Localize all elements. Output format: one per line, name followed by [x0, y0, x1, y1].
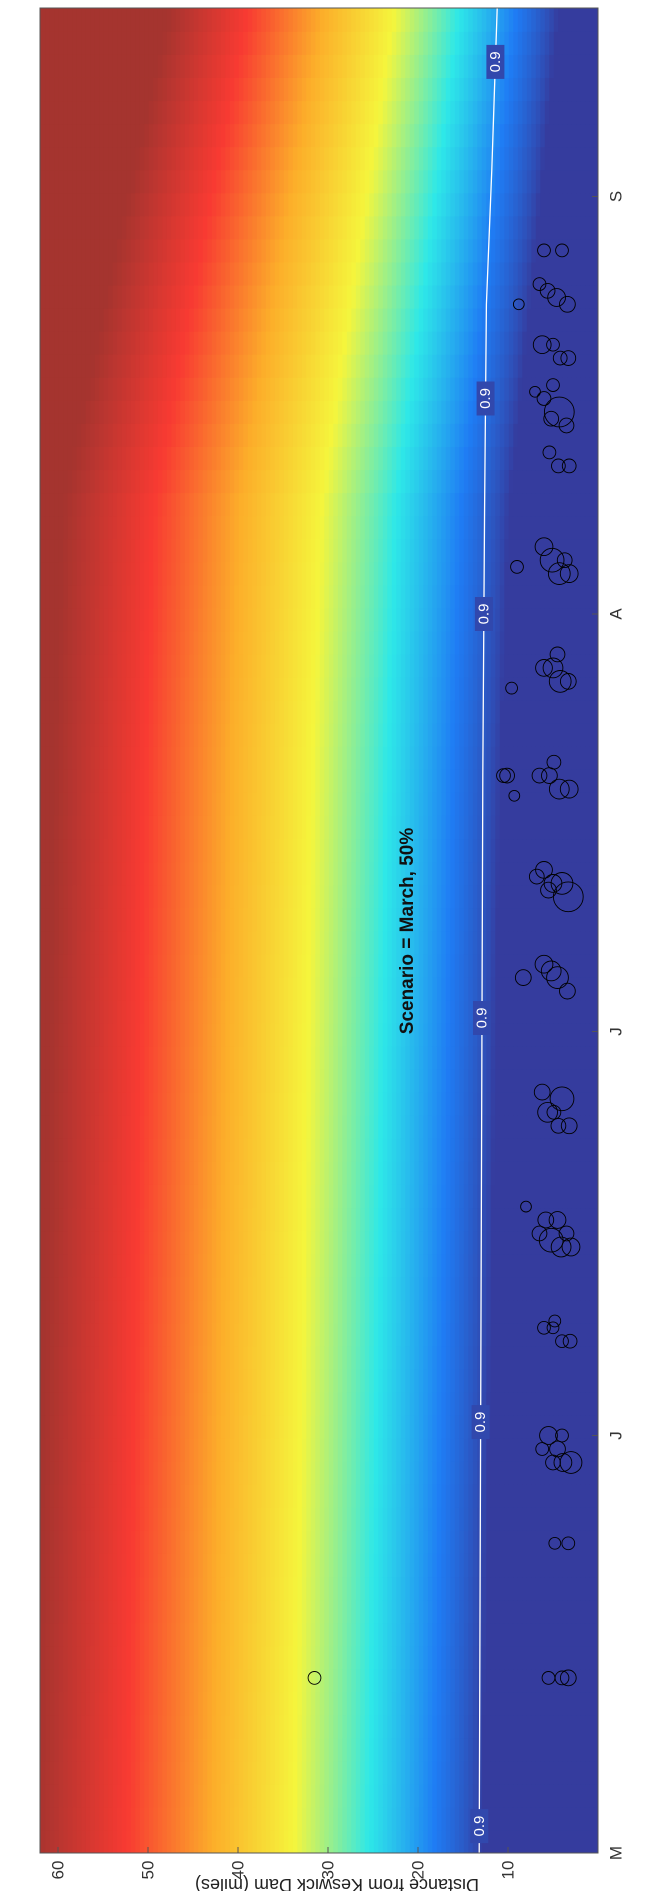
heat-cell [40, 977, 45, 1001]
heat-cell [40, 1046, 45, 1070]
heat-cell [40, 1599, 45, 1623]
heat-cell [40, 1784, 45, 1808]
heat-cell [40, 1530, 45, 1554]
heat-cell [40, 1323, 45, 1347]
heat-cell [40, 1138, 45, 1162]
heat-cell [40, 1669, 45, 1693]
heat-cell [40, 1161, 45, 1185]
heat-cell [40, 1184, 45, 1208]
heat-cell [40, 1807, 45, 1831]
heat-field [40, 8, 599, 1854]
heat-cell [40, 1300, 45, 1324]
heat-cell [40, 1484, 45, 1508]
heat-cell [40, 1461, 45, 1485]
heat-cell [40, 1507, 45, 1531]
heat-cell [40, 1645, 45, 1669]
heat-cell [40, 954, 45, 978]
heat-cell [40, 1276, 45, 1300]
heat-cell [40, 1115, 45, 1139]
heat-cell [40, 1692, 45, 1716]
heat-cell [40, 1230, 45, 1254]
heat-cell [40, 1000, 45, 1024]
heat-cell [40, 1253, 45, 1277]
heat-cell [40, 931, 45, 955]
heat-cell [40, 1023, 45, 1047]
heat-cell [40, 1830, 45, 1854]
heat-cell [40, 1069, 45, 1093]
heat-cell [40, 1738, 45, 1762]
heat-cell [40, 1392, 45, 1416]
heat-cell [40, 1207, 45, 1231]
heat-cell [40, 1415, 45, 1439]
heat-cell [40, 1092, 45, 1116]
heat-cell [40, 1761, 45, 1785]
heat-cell [40, 1369, 45, 1393]
heat-cell [40, 1438, 45, 1462]
heat-cell [40, 1553, 45, 1577]
heat-cell [40, 1346, 45, 1370]
heat-cell [40, 1576, 45, 1600]
heat-cell [40, 1715, 45, 1739]
heat-cell [40, 1622, 45, 1646]
